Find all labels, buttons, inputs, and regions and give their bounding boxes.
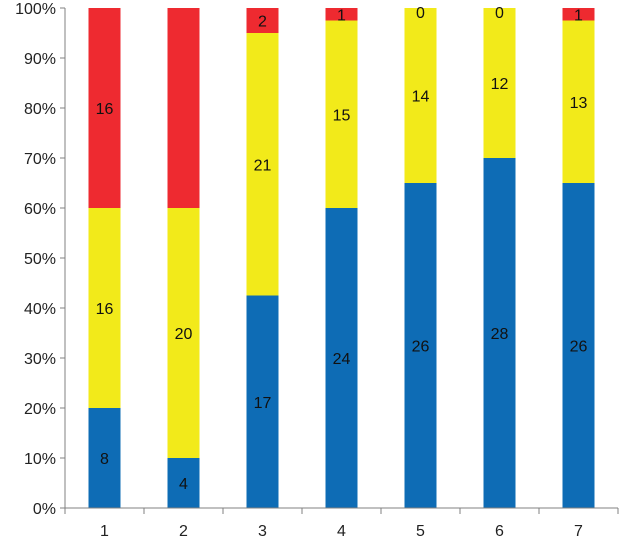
y-tick-label: 10%	[24, 451, 56, 468]
data-labels: 8 16 16 4 20 17 21 2 24 15 1 26 14 0 28 12 0 26 13 1	[96, 5, 588, 493]
x-tick-label: 1	[100, 523, 109, 540]
bar-segment	[325, 20, 358, 208]
bar-segment	[562, 183, 595, 508]
y-tick-label: 50%	[24, 251, 56, 268]
x-tick-label: 7	[574, 523, 583, 540]
bar-segment	[325, 208, 358, 508]
bar-segment	[88, 408, 121, 508]
data-label: 17	[254, 395, 272, 412]
y-tick-label: 60%	[24, 201, 56, 218]
bar-segment	[404, 8, 437, 183]
bar-segment	[167, 208, 200, 458]
data-label: 1	[337, 7, 346, 24]
data-label: 0	[416, 5, 425, 22]
y-tick-label: 40%	[24, 301, 56, 318]
bar-segment	[483, 8, 516, 158]
x-tick-label: 3	[258, 523, 267, 540]
data-label: 15	[333, 107, 351, 124]
data-label: 1	[574, 7, 583, 24]
bar-segment	[88, 208, 121, 408]
bar-segment	[246, 8, 279, 33]
y-tick-label: 30%	[24, 351, 56, 368]
data-label: 13	[570, 95, 588, 112]
data-label: 8	[100, 451, 109, 468]
bar-segment	[325, 8, 358, 21]
data-label: 21	[254, 157, 272, 174]
data-label: 28	[491, 326, 509, 343]
bar-segment	[483, 158, 516, 508]
bar-segment	[167, 8, 200, 208]
y-tick-label: 100%	[15, 1, 56, 18]
bar-segment	[88, 8, 121, 208]
x-tick-label: 2	[179, 523, 188, 540]
data-label: 4	[179, 476, 188, 493]
bar-segment	[246, 33, 279, 296]
x-axis-ticks: 1 2 3 4 5 6 7	[64, 508, 619, 540]
bar-segment	[562, 20, 595, 183]
data-label: 16	[96, 101, 114, 118]
bar-segment	[562, 8, 595, 21]
bar-segment	[246, 295, 279, 508]
data-label: 0	[495, 5, 504, 22]
y-tick-label: 70%	[24, 151, 56, 168]
data-label: 24	[333, 351, 351, 368]
data-label: 14	[412, 89, 430, 106]
y-axis-ticks: 0% 10% 20% 30% 40% 50% 60% 70% 80% 90% 100%	[15, 1, 65, 518]
y-tick-label: 20%	[24, 401, 56, 418]
data-label: 20	[175, 326, 193, 343]
data-label: 16	[96, 301, 114, 318]
data-label: 12	[491, 76, 509, 93]
data-label: 26	[412, 339, 430, 356]
y-tick-label: 90%	[24, 51, 56, 68]
data-label: 26	[570, 339, 588, 356]
bar-segment	[404, 183, 437, 508]
y-tick-label: 80%	[24, 101, 56, 118]
bar-segment	[167, 458, 200, 508]
x-tick-label: 5	[416, 523, 425, 540]
y-tick-label: 0%	[33, 501, 56, 518]
x-tick-label: 6	[495, 523, 504, 540]
x-tick-label: 4	[337, 523, 346, 540]
data-label: 2	[258, 14, 267, 31]
bars	[88, 8, 595, 508]
